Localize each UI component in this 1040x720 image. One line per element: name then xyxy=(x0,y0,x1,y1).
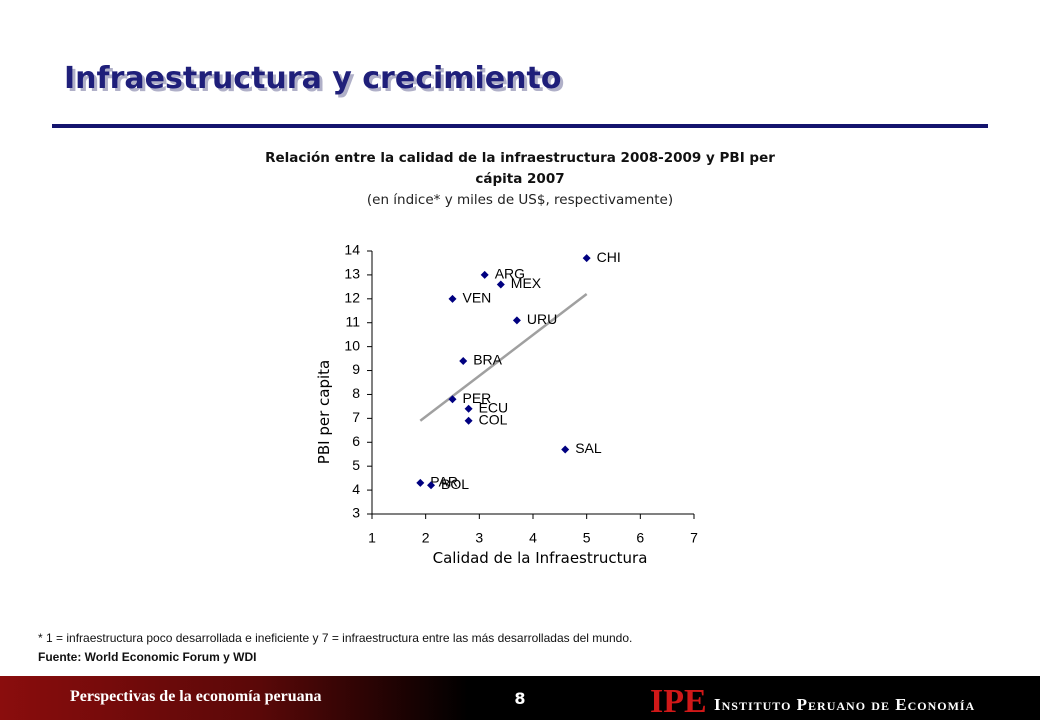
title-shadow: Infraestructura y crecimiento xyxy=(67,64,564,99)
y-tick-label: 9 xyxy=(352,361,360,377)
y-axis-title: PBI per capita xyxy=(315,360,333,464)
footer-left: Perspectivas de la economía peruana xyxy=(70,688,322,705)
x-tick-label: 2 xyxy=(422,530,430,546)
x-tick-label: 1 xyxy=(368,530,376,546)
point-label: PAR xyxy=(430,474,458,490)
source: Fuente: World Economic Forum y WDI xyxy=(38,650,256,664)
point-label: ECU xyxy=(479,400,509,416)
point xyxy=(464,404,473,413)
y-tick-label: 5 xyxy=(352,457,360,473)
point xyxy=(416,478,425,487)
point xyxy=(480,270,489,279)
x-tick-label: 3 xyxy=(475,530,483,546)
chart-subtitle: (en índice* y miles de US$, respectivame… xyxy=(367,192,673,208)
trendline xyxy=(419,293,588,422)
y-tick-label: 6 xyxy=(352,433,360,449)
point xyxy=(512,316,521,325)
y-tick-label: 8 xyxy=(352,385,360,401)
point xyxy=(459,356,468,365)
y-tick-label: 7 xyxy=(352,409,360,425)
footnote: * 1 = infraestructura poco desarrollada … xyxy=(38,631,632,645)
logo: IPE xyxy=(650,683,707,720)
point-label: VEN xyxy=(463,290,492,306)
point-label: MEX xyxy=(511,275,542,291)
point-label: CHI xyxy=(597,249,621,265)
y-tick-label: 11 xyxy=(345,313,360,329)
slide-title: Infraestructura y crecimiento xyxy=(64,61,561,96)
point xyxy=(448,294,457,303)
point-label: ARG xyxy=(495,266,525,282)
y-tick-label: 12 xyxy=(344,290,360,306)
y-tick-label: 4 xyxy=(352,481,360,497)
point xyxy=(448,395,457,404)
x-tick-label: 5 xyxy=(583,530,591,546)
point-label: URU xyxy=(527,311,557,327)
institute: Instituto Peruano de Economía xyxy=(714,695,975,714)
title-rule xyxy=(52,124,988,128)
point xyxy=(496,280,505,289)
point xyxy=(582,254,591,263)
point-label: SAL xyxy=(575,440,602,456)
point xyxy=(464,416,473,425)
y-tick-label: 14 xyxy=(344,242,360,258)
point xyxy=(427,481,436,490)
point xyxy=(561,445,570,454)
footer-band xyxy=(0,676,1040,720)
chart-title: Relación entre la calidad de la infraest… xyxy=(265,150,775,187)
point-label: COL xyxy=(479,411,508,427)
point-label: PER xyxy=(463,390,492,406)
point-label: BRA xyxy=(473,352,502,368)
page-number: 8 xyxy=(514,689,525,708)
x-tick-label: 6 xyxy=(636,530,644,546)
x-tick-label: 4 xyxy=(529,530,537,546)
x-tick-label: 7 xyxy=(690,530,698,546)
x-axis-title: Calidad de la Infraestructura xyxy=(433,549,648,567)
y-tick-label: 13 xyxy=(344,266,360,282)
y-tick-label: 10 xyxy=(344,337,360,353)
point-label: BOL xyxy=(441,476,469,492)
y-tick-label: 3 xyxy=(352,505,360,521)
